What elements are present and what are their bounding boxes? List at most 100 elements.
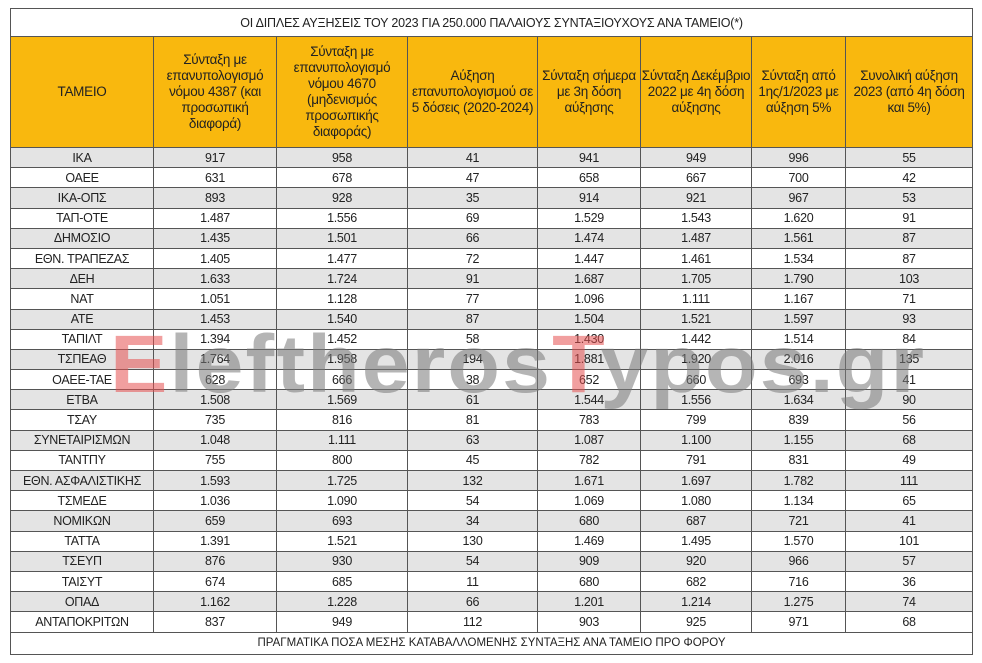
value-cell: 1.514: [751, 328, 846, 350]
table-row: ΤΑΤΤΑ 1.391 1.521 130 1.469 1.495 1.570 101: [10, 530, 974, 552]
value-cell: 876: [153, 550, 277, 572]
table-row: ΕΤΒΑ 1.508 1.569 61 1.544 1.556 1.634 90: [10, 389, 974, 411]
value-cell: 1.504: [537, 308, 641, 330]
value-cell: 65: [844, 490, 974, 512]
value-cell: 914: [537, 187, 641, 209]
value-cell: 91: [407, 268, 538, 290]
value-cell: 1.453: [153, 308, 277, 330]
value-cell: 631: [153, 167, 277, 189]
value-cell: 55: [844, 146, 974, 169]
value-cell: 903: [537, 611, 641, 633]
fund-name-cell: ΕΤΒΑ: [10, 389, 154, 411]
value-cell: 1.477: [276, 247, 408, 270]
value-cell: 667: [640, 167, 752, 189]
value-cell: 1.705: [640, 268, 752, 290]
value-cell: 1.529: [537, 207, 641, 229]
column-header: Σύνταξη με επανυπολογισμό νόμου 4670 (μη…: [276, 36, 408, 148]
value-cell: 678: [276, 167, 408, 189]
value-cell: 1.697: [640, 469, 752, 492]
value-cell: 1.474: [537, 227, 641, 249]
value-cell: 799: [640, 409, 752, 431]
value-cell: 1.228: [276, 591, 408, 613]
value-cell: 35: [407, 187, 538, 209]
value-cell: 58: [407, 328, 538, 350]
table-row: ΤΣΜΕΔΕ 1.036 1.090 54 1.069 1.080 1.134 65: [10, 490, 974, 512]
value-cell: 925: [640, 611, 752, 633]
fund-name-cell: ΕΘΝ. ΑΣΦΑΛΙΣΤΙΚΗΣ: [10, 469, 154, 492]
value-cell: 1.201: [537, 591, 641, 613]
fund-name-cell: ΣΥΝΕΤΑΙΡΙΣΜΩΝ: [10, 429, 154, 451]
value-cell: 666: [276, 369, 408, 391]
value-cell: 45: [407, 449, 538, 472]
value-cell: 1.087: [537, 429, 641, 451]
value-cell: 194: [407, 348, 538, 371]
value-cell: 72: [407, 247, 538, 270]
value-cell: 1.634: [751, 389, 846, 411]
value-cell: 66: [407, 227, 538, 249]
value-cell: 816: [276, 409, 408, 431]
value-cell: 1.569: [276, 389, 408, 411]
value-cell: 996: [751, 146, 846, 169]
value-cell: 1.090: [276, 490, 408, 512]
value-cell: 1.561: [751, 227, 846, 249]
value-cell: 1.521: [640, 308, 752, 330]
value-cell: 11: [407, 570, 538, 593]
value-cell: 1.570: [751, 530, 846, 552]
value-cell: 1.461: [640, 247, 752, 270]
value-cell: 628: [153, 369, 277, 391]
value-cell: 1.128: [276, 288, 408, 310]
value-cell: 791: [640, 449, 752, 472]
table-row: ΤΑΙΣΥΤ 674 685 11 680 682 716 36: [10, 570, 974, 593]
value-cell: 38: [407, 369, 538, 391]
value-cell: 1.167: [751, 288, 846, 310]
value-cell: 1.111: [640, 288, 752, 310]
fund-name-cell: ΟΑΕΕ-ΤΑΕ: [10, 369, 154, 391]
table-row: ΔΗΜΟΣΙΟ 1.435 1.501 66 1.474 1.487 1.561 87: [10, 227, 974, 249]
pension-table-container: ΟΙ ΔΙΠΛΕΣ ΑΥΞΗΣΕΙΣ ΤΟΥ 2023 ΓΙΑ 250.000 …: [9, 8, 974, 655]
column-header: Σύνταξη με επανυπολογισμό νόμου 4387 (κα…: [153, 36, 277, 148]
table-row: ΤΣΕΥΠ 876 930 54 909 920 966 57: [10, 550, 974, 572]
value-cell: 49: [844, 449, 974, 472]
value-cell: 1.134: [751, 490, 846, 512]
fund-name-cell: ΔΕΗ: [10, 268, 154, 290]
fund-name-cell: ΤΣΑΥ: [10, 409, 154, 431]
value-cell: 81: [407, 409, 538, 431]
value-cell: 112: [407, 611, 538, 633]
fund-name-cell: ΤΑΙΣΥΤ: [10, 570, 154, 593]
fund-name-cell: ΑΝΤΑΠΟΚΡΙΤΩΝ: [10, 611, 154, 633]
value-cell: 63: [407, 429, 538, 451]
value-cell: 693: [276, 510, 408, 532]
value-cell: 71: [844, 288, 974, 310]
fund-name-cell: ΟΠΑΔ: [10, 591, 154, 613]
fund-name-cell: ΑΤΕ: [10, 308, 154, 330]
value-cell: 1.687: [537, 268, 641, 290]
table-row: ΟΠΑΔ 1.162 1.228 66 1.201 1.214 1.275 74: [10, 591, 974, 613]
value-cell: 1.633: [153, 268, 277, 290]
fund-name-cell: ΝΑΤ: [10, 288, 154, 310]
value-cell: 680: [537, 510, 641, 532]
value-cell: 1.080: [640, 490, 752, 512]
table-row: ΤΑΝΤΠΥ 755 800 45 782 791 831 49: [10, 449, 974, 472]
header-row: ΤΑΜΕΙΟ Σύνταξη με επανυπολογισμό νόμου 43…: [10, 36, 974, 148]
value-cell: 36: [844, 570, 974, 593]
value-cell: 42: [844, 167, 974, 189]
value-cell: 658: [537, 167, 641, 189]
value-cell: 41: [844, 369, 974, 391]
table-row: ΟΑΕΕ-ΤΑΕ 628 666 38 652 660 693 41: [10, 369, 974, 391]
value-cell: 1.556: [276, 207, 408, 229]
value-cell: 1.540: [276, 308, 408, 330]
value-cell: 1.487: [640, 227, 752, 249]
value-cell: 69: [407, 207, 538, 229]
value-cell: 917: [153, 146, 277, 169]
value-cell: 1.597: [751, 308, 846, 330]
fund-name-cell: ΟΑΕΕ: [10, 167, 154, 189]
value-cell: 47: [407, 167, 538, 189]
value-cell: 685: [276, 570, 408, 593]
value-cell: 1.430: [537, 328, 641, 350]
table-body: ΙΚΑ 917 958 41 941 949 996 55 ΟΑΕΕ 631 678 47 658 667…: [10, 146, 974, 633]
column-header: Σύνταξη Δεκέμβριο 2022 με 4η δόση αύξηση…: [640, 36, 752, 148]
value-cell: 1.394: [153, 328, 277, 350]
value-cell: 1.593: [153, 469, 277, 492]
value-cell: 837: [153, 611, 277, 633]
value-cell: 755: [153, 449, 277, 472]
